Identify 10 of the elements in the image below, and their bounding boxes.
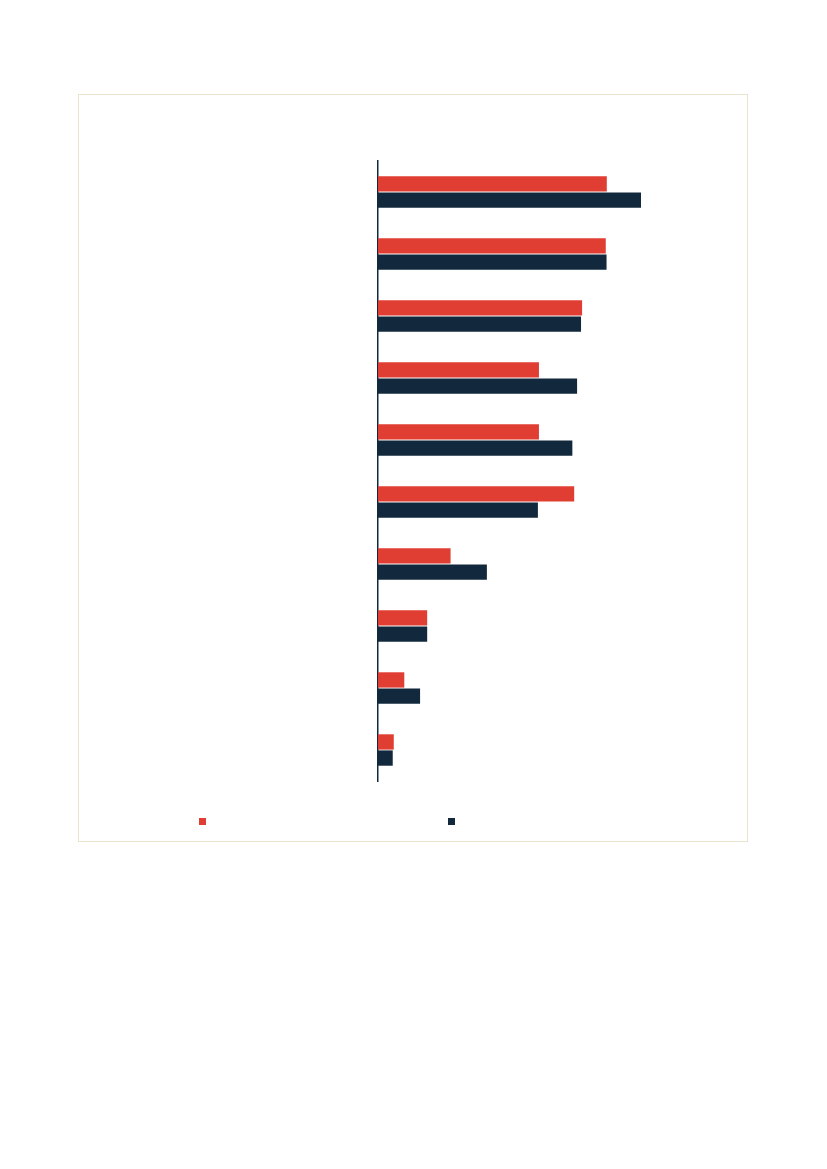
- bar: [378, 176, 607, 192]
- bar: [378, 300, 583, 316]
- bar: [378, 548, 451, 564]
- bar: [378, 610, 428, 626]
- bar: [378, 486, 575, 502]
- bar: [378, 424, 539, 440]
- bar: [378, 362, 539, 378]
- bar: [378, 734, 394, 750]
- bar: [378, 238, 606, 254]
- bar: [378, 672, 405, 688]
